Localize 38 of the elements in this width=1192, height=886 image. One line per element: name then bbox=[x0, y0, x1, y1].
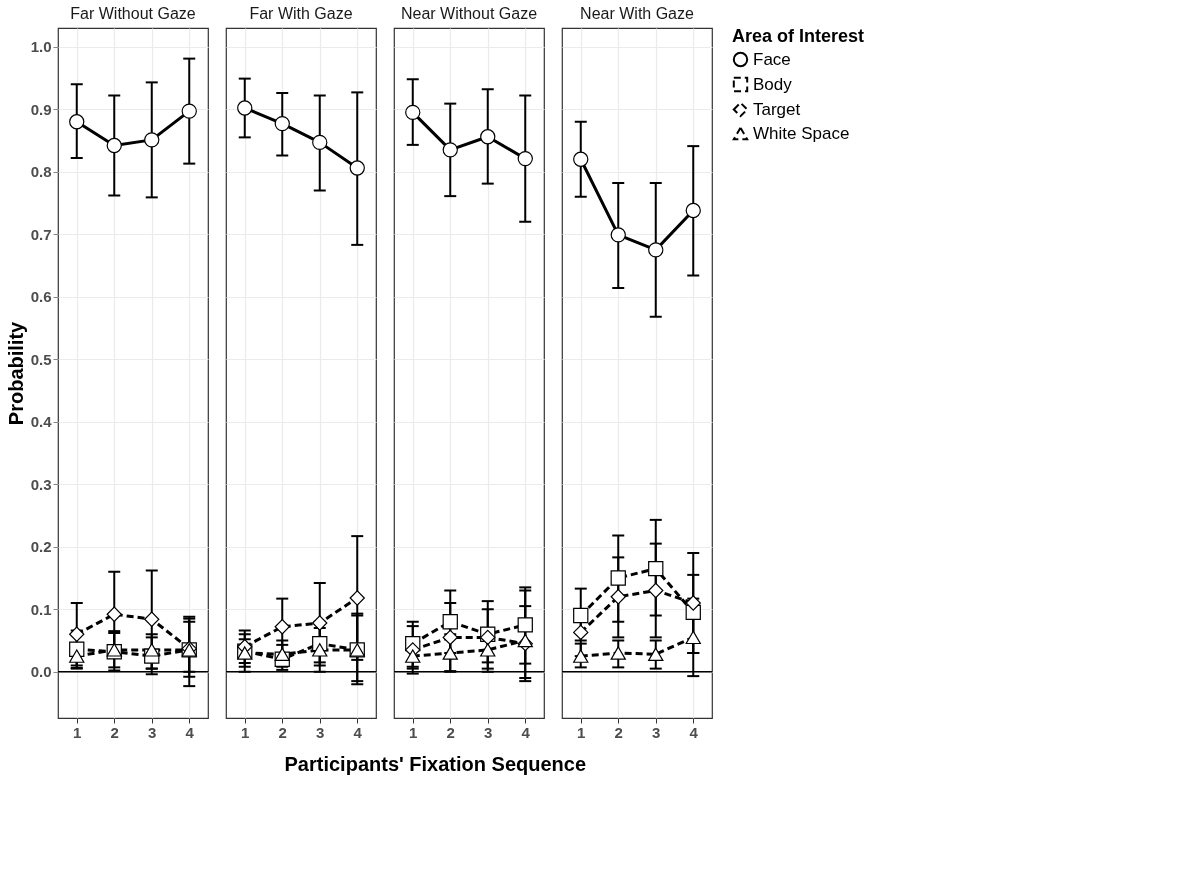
chart-title: Near With Gaze bbox=[580, 5, 695, 22]
x-axis-title: Participants' Fixation Sequence bbox=[284, 752, 587, 775]
legend-label: Face bbox=[753, 49, 791, 69]
x-tick-label: 1 bbox=[577, 723, 586, 741]
y-tick-label: 0.0 bbox=[30, 663, 52, 681]
y-tick-label: 0.5 bbox=[30, 350, 52, 368]
x-tick-label: 3 bbox=[484, 723, 493, 741]
x-tick-label: 4 bbox=[689, 723, 699, 741]
y-tick-label: 0.3 bbox=[30, 475, 52, 493]
x-tick-label: 3 bbox=[148, 723, 157, 741]
legend-label: White Space bbox=[753, 123, 850, 143]
y-tick-label: 0.2 bbox=[30, 538, 52, 556]
x-tick-label: 2 bbox=[110, 723, 119, 741]
legend-label: Body bbox=[753, 74, 793, 94]
x-tick-label: 2 bbox=[278, 723, 287, 741]
legend-title: Area of Interest bbox=[732, 26, 865, 46]
x-tick-label: 4 bbox=[353, 723, 363, 741]
y-tick-label: 0.8 bbox=[30, 163, 52, 181]
x-tick-label: 1 bbox=[73, 723, 82, 741]
x-tick-label: 4 bbox=[521, 723, 531, 741]
y-tick-label: 0.6 bbox=[30, 288, 52, 306]
x-tick-label: 1 bbox=[241, 723, 250, 741]
x-tick-label: 4 bbox=[185, 723, 195, 741]
chart-title: Near Without Gaze bbox=[400, 5, 538, 22]
y-tick-label: 0.1 bbox=[30, 600, 52, 618]
x-tick-label: 1 bbox=[409, 723, 418, 741]
chart-title: Far Without Gaze bbox=[70, 5, 196, 22]
x-tick-label: 3 bbox=[652, 723, 661, 741]
x-tick-label: 3 bbox=[316, 723, 325, 741]
y-tick-label: 0.4 bbox=[30, 413, 53, 431]
legend-label: Target bbox=[753, 99, 801, 119]
chart-title: Far With Gaze bbox=[249, 5, 353, 22]
x-tick-label: 2 bbox=[614, 723, 623, 741]
y-tick-label: 0.9 bbox=[30, 100, 52, 118]
y-tick-label: 0.7 bbox=[30, 225, 52, 243]
x-tick-label: 2 bbox=[446, 723, 455, 741]
y-tick-label: 1.0 bbox=[30, 38, 52, 56]
y-axis-title: Probability bbox=[4, 320, 27, 426]
